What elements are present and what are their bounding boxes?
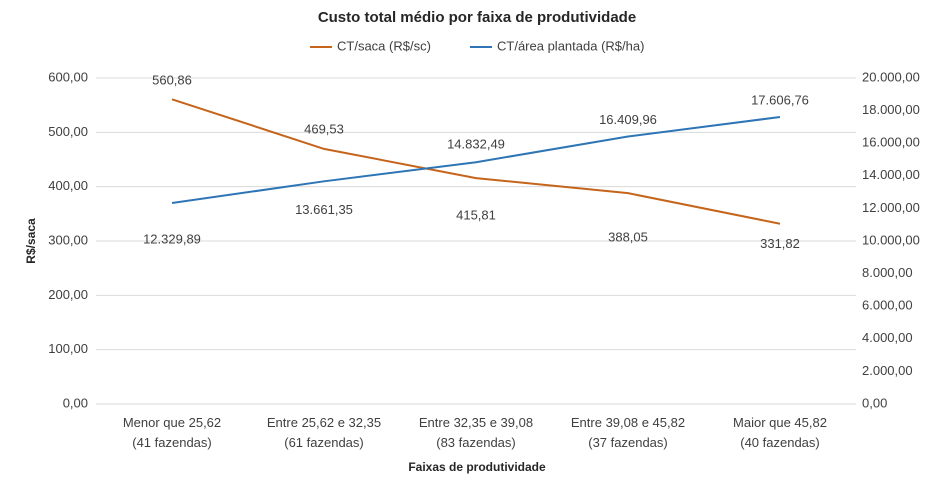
x-tick-line: Entre 25,62 e 32,35 bbox=[267, 415, 381, 430]
data-label: 16.409,96 bbox=[599, 112, 657, 127]
data-label: 560,86 bbox=[152, 73, 192, 88]
x-tick-line: Entre 32,35 e 39,08 bbox=[419, 415, 533, 430]
x-tick-line: Menor que 25,62 bbox=[123, 415, 221, 430]
data-label: 17.606,76 bbox=[751, 92, 809, 107]
y-tick-label: 0,00 bbox=[63, 395, 88, 410]
y-tick-label: 300,00 bbox=[48, 232, 88, 247]
y2-tick-label: 10.000,00 bbox=[862, 232, 920, 247]
x-axis-title: Faixas de produtividade bbox=[408, 460, 546, 474]
y2-tick-label: 18.000,00 bbox=[862, 102, 920, 117]
x-tick-label: Entre 39,08 e 45,82 (37 fazendas) bbox=[571, 415, 685, 450]
data-label: 388,05 bbox=[608, 230, 648, 245]
y2-tick-label: 8.000,00 bbox=[862, 265, 913, 280]
x-tick-line: Maior que 45,82 bbox=[733, 415, 827, 430]
y-tick-label: 600,00 bbox=[48, 69, 88, 84]
y2-tick-label: 2.000,00 bbox=[862, 363, 913, 378]
data-label: 12.329,89 bbox=[143, 231, 201, 246]
y2-tick-label: 12.000,00 bbox=[862, 200, 920, 215]
y-tick-label: 100,00 bbox=[48, 341, 88, 356]
x-tick-label: Entre 32,35 e 39,08 (83 fazendas) bbox=[419, 415, 533, 450]
x-tick-line: (40 fazendas) bbox=[740, 435, 820, 450]
y-tick-label: 200,00 bbox=[48, 287, 88, 302]
x-tick-label: Maior que 45,82 (40 fazendas) bbox=[733, 415, 827, 450]
x-tick-line: (41 fazendas) bbox=[132, 435, 212, 450]
data-label: 469,53 bbox=[304, 121, 344, 136]
data-label: 14.832,49 bbox=[447, 137, 505, 152]
y2-tick-label: 20.000,00 bbox=[862, 69, 920, 84]
data-label: 331,82 bbox=[760, 236, 800, 251]
x-tick-label: Menor que 25,62 (41 fazendas) bbox=[123, 415, 221, 450]
y-tick-label: 400,00 bbox=[48, 178, 88, 193]
y2-tick-label: 4.000,00 bbox=[862, 330, 913, 345]
x-tick-line: Entre 39,08 e 45,82 bbox=[571, 415, 685, 430]
legend-label: CT/área plantada (R$/ha) bbox=[497, 38, 644, 53]
data-label: 415,81 bbox=[456, 208, 496, 223]
x-tick-line: (61 fazendas) bbox=[284, 435, 364, 450]
y-tick-label: 500,00 bbox=[48, 124, 88, 139]
y-axis-title: R$/saca bbox=[24, 218, 38, 264]
x-tick-line: (37 fazendas) bbox=[588, 435, 668, 450]
y2-tick-label: 6.000,00 bbox=[862, 298, 913, 313]
y2-tick-label: 16.000,00 bbox=[862, 135, 920, 150]
y2-tick-label: 0,00 bbox=[862, 395, 887, 410]
series-line bbox=[171, 116, 781, 205]
data-label: 13.661,35 bbox=[295, 202, 353, 217]
y2-tick-label: 14.000,00 bbox=[862, 167, 920, 182]
legend-label: CT/saca (R$/sc) bbox=[337, 38, 431, 53]
series-line bbox=[171, 98, 781, 225]
x-tick-line: (83 fazendas) bbox=[436, 435, 516, 450]
x-tick-label: Entre 25,62 e 32,35 (61 fazendas) bbox=[267, 415, 381, 450]
chart-title: Custo total médio por faixa de produtivi… bbox=[318, 9, 636, 26]
